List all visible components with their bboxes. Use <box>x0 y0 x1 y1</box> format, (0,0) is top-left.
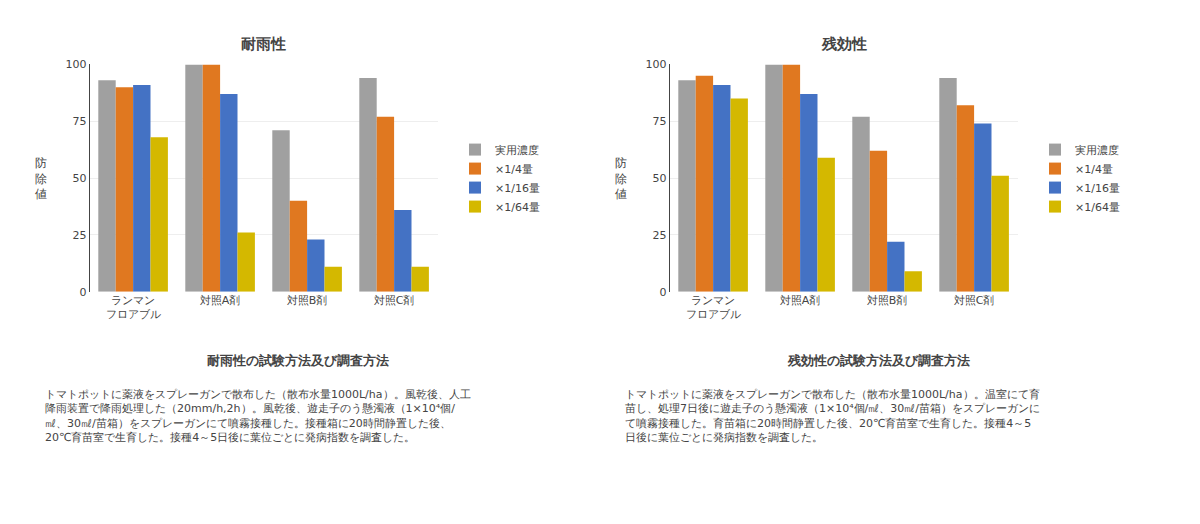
svg-text:対照B剤: 対照B剤 <box>287 294 328 307</box>
svg-text:対照B剤: 対照B剤 <box>867 294 908 307</box>
svg-text:ランマンフロアブル: ランマンフロアブル <box>106 294 161 321</box>
svg-text:耐雨性: 耐雨性 <box>241 35 286 53</box>
svg-text:残効性の試験方法及び調査方法: 残効性の試験方法及び調査方法 <box>787 353 970 368</box>
svg-text:×1/64量: ×1/64量 <box>495 201 540 214</box>
svg-text:防除値: 防除値 <box>35 156 47 201</box>
svg-text:100: 100 <box>65 58 86 71</box>
svg-text:ランマンフロアブル: ランマンフロアブル <box>686 294 741 321</box>
svg-text:トマトポットに薬液をスプレーガンで散布した（散布水量1000: トマトポットに薬液をスプレーガンで散布した（散布水量1000L/ha）。風乾後、… <box>45 388 471 444</box>
svg-text:100: 100 <box>645 58 666 71</box>
svg-text:対照A剤: 対照A剤 <box>780 294 821 307</box>
svg-text:50: 50 <box>652 172 666 185</box>
svg-text:×1/4量: ×1/4量 <box>1075 163 1113 176</box>
svg-text:トマトポットに薬液をスプレーガンで散布した（散布水量1000: トマトポットに薬液をスプレーガンで散布した（散布水量1000L/ha）。温室にて… <box>625 388 1040 444</box>
svg-text:対照C剤: 対照C剤 <box>954 294 995 307</box>
svg-text:×1/4量: ×1/4量 <box>495 163 533 176</box>
svg-text:残効性: 残効性 <box>821 35 867 53</box>
svg-text:×1/16量: ×1/16量 <box>1075 182 1120 195</box>
svg-text:25: 25 <box>652 229 666 242</box>
svg-text:×1/64量: ×1/64量 <box>1075 201 1120 214</box>
svg-text:実用濃度: 実用濃度 <box>495 144 539 157</box>
svg-text:50: 50 <box>72 172 86 185</box>
svg-text:25: 25 <box>72 229 86 242</box>
svg-text:75: 75 <box>72 115 86 128</box>
svg-text:防除値: 防除値 <box>615 156 627 201</box>
svg-text:75: 75 <box>652 115 666 128</box>
svg-text:0: 0 <box>659 286 666 299</box>
svg-text:×1/16量: ×1/16量 <box>495 182 540 195</box>
svg-text:実用濃度: 実用濃度 <box>1075 144 1119 157</box>
svg-text:耐雨性の試験方法及び調査方法: 耐雨性の試験方法及び調査方法 <box>207 353 389 368</box>
svg-text:対照A剤: 対照A剤 <box>200 294 241 307</box>
svg-text:対照C剤: 対照C剤 <box>374 294 415 307</box>
svg-text:0: 0 <box>79 286 86 299</box>
